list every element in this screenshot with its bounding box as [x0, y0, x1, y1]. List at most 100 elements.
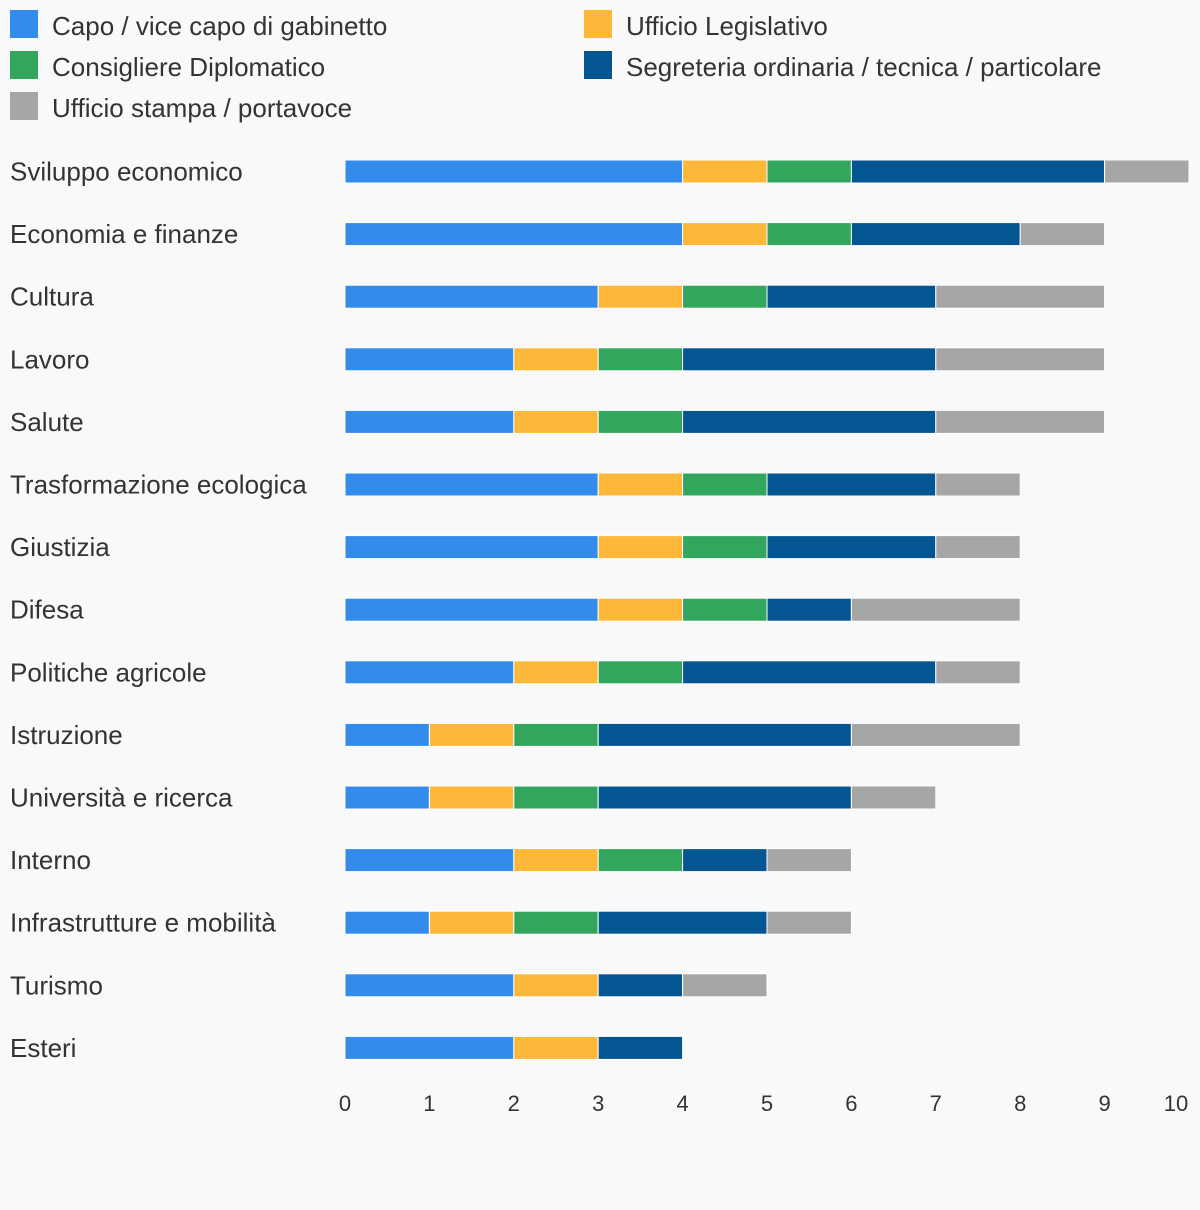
bar-segment — [513, 409, 599, 434]
bar-segment — [597, 409, 684, 434]
x-tick-label: 5 — [761, 1091, 773, 1116]
bar-segment — [597, 472, 684, 497]
x-tick-label: 10 — [1164, 1091, 1188, 1116]
bar-segment — [682, 409, 937, 434]
category-label: Interno — [10, 845, 91, 875]
bar-segment — [428, 910, 515, 935]
bar-segment — [344, 910, 430, 935]
category-label: Salute — [10, 407, 84, 437]
bar-segment — [935, 284, 1106, 309]
bar-segment — [344, 973, 515, 998]
bar-segment — [513, 347, 599, 372]
x-tick-label: 3 — [592, 1091, 604, 1116]
legend-swatch — [584, 51, 612, 79]
bar-segment — [597, 973, 684, 998]
bar-segment — [682, 535, 768, 560]
bar-segment — [935, 409, 1106, 434]
category-label: Università e ricerca — [10, 783, 233, 813]
category-label: Politiche agricole — [10, 657, 207, 687]
x-tick-label: 4 — [676, 1091, 688, 1116]
category-label: Trasformazione ecologica — [10, 470, 307, 500]
legend-swatch — [10, 92, 38, 120]
bar-segment — [682, 159, 768, 184]
bar-segment — [682, 597, 768, 622]
x-tick-label: 0 — [339, 1091, 351, 1116]
category-label: Economia e finanze — [10, 219, 238, 249]
bar-segment — [850, 722, 1021, 747]
category-label: Giustizia — [10, 532, 110, 562]
bar-segment — [597, 910, 768, 935]
category-label: Cultura — [10, 282, 94, 312]
bar-segment — [766, 535, 937, 560]
x-tick-label: 9 — [1098, 1091, 1110, 1116]
bar-segment — [428, 785, 515, 810]
bar-segment — [935, 660, 1021, 685]
bar-segment — [597, 535, 684, 560]
x-tick-label: 2 — [508, 1091, 520, 1116]
bar-segment — [344, 722, 430, 747]
bar-segment — [766, 910, 852, 935]
bar-segment — [597, 722, 852, 747]
category-label: Lavoro — [10, 344, 90, 374]
bar-segment — [344, 409, 515, 434]
bars — [344, 159, 1190, 1060]
bar-segment — [682, 973, 768, 998]
bar-segment — [344, 785, 430, 810]
x-tick-label: 7 — [930, 1091, 942, 1116]
bar-segment — [428, 722, 515, 747]
legend-label: Ufficio Legislativo — [626, 11, 828, 41]
bar-segment — [344, 284, 599, 309]
legend-label: Segreteria ordinaria / tecnica / partico… — [626, 52, 1101, 82]
bar-segment — [597, 660, 684, 685]
bar-segment — [935, 535, 1021, 560]
bar-segment — [344, 159, 684, 184]
bar-segment — [766, 159, 852, 184]
x-axis: 0 1 2 3 4 5 6 7 8 9 10 — [339, 1091, 1188, 1116]
bar-segment — [344, 660, 515, 685]
bar-segment — [513, 1035, 599, 1060]
bar-segment — [850, 597, 1021, 622]
bar-segment — [682, 848, 768, 873]
bar-segment — [766, 284, 937, 309]
bar-segment — [850, 159, 1106, 184]
bar-segment — [597, 597, 684, 622]
bar-segment — [344, 1035, 515, 1060]
bar-segment — [344, 222, 684, 247]
bar-segment — [513, 910, 599, 935]
category-label: Istruzione — [10, 720, 123, 750]
bar-segment — [766, 472, 937, 497]
x-tick-label: 8 — [1014, 1091, 1026, 1116]
bar-segment — [766, 222, 852, 247]
category-label: Esteri — [10, 1033, 76, 1063]
chart-legend: Capo / vice capo di gabinetto Ufficio Leg… — [10, 10, 1101, 123]
bar-segment — [1019, 222, 1106, 247]
bar-segment — [597, 347, 684, 372]
bar-segment — [344, 597, 599, 622]
bar-segment — [513, 660, 599, 685]
bar-segment — [682, 472, 768, 497]
bar-segment — [682, 660, 937, 685]
category-label: Infrastrutture e mobilità — [10, 908, 276, 938]
category-label: Sviluppo economico — [10, 157, 243, 187]
category-label: Turismo — [10, 970, 103, 1000]
bar-segment — [597, 848, 684, 873]
bar-segment — [850, 785, 937, 810]
legend-swatch — [10, 51, 38, 79]
bar-segment — [682, 222, 768, 247]
x-tick-label: 1 — [423, 1091, 435, 1116]
bar-segment — [766, 848, 852, 873]
legend-label: Ufficio stampa / portavoce — [52, 93, 352, 123]
bar-segment — [513, 973, 599, 998]
legend-swatch — [584, 10, 612, 38]
bar-segment — [935, 347, 1106, 372]
legend-label: Capo / vice capo di gabinetto — [52, 11, 387, 41]
bar-segment — [850, 222, 1021, 247]
bar-segment — [344, 472, 599, 497]
category-labels: Sviluppo economico Economia e finanze Cult… — [10, 157, 307, 1063]
bar-segment — [1104, 159, 1190, 184]
bar-segment — [597, 284, 684, 309]
legend-swatch — [10, 10, 38, 38]
bar-segment — [513, 848, 599, 873]
x-tick-label: 6 — [845, 1091, 857, 1116]
